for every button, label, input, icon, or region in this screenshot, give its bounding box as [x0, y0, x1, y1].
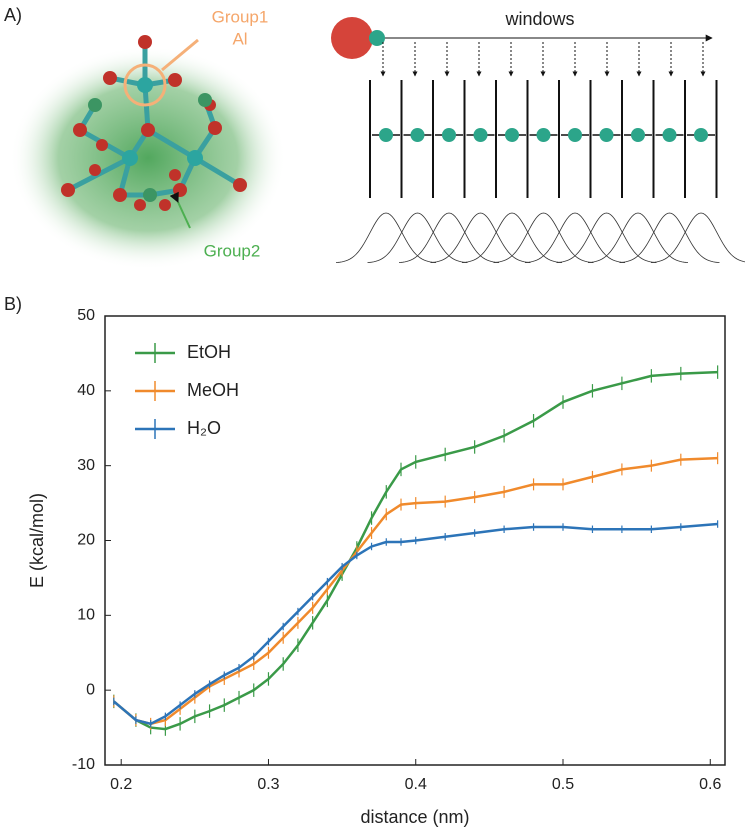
group2-label: Group2 — [204, 241, 261, 260]
y-tick-label: 50 — [77, 307, 95, 324]
gaussian — [430, 212, 531, 264]
y-tick-label: 10 — [77, 607, 95, 624]
y-tick-label: -10 — [72, 756, 95, 773]
gaussian — [524, 212, 626, 264]
y-tick-label: 40 — [77, 382, 95, 399]
gaussian — [461, 212, 563, 264]
plot: -10 0 10 20 30 40 50 0.2 0.3 0.4 0.5 0.6 distance (n… — [27, 307, 726, 827]
gaussian — [619, 212, 720, 264]
molecule — [10, 35, 286, 270]
x-axis-label: distance (nm) — [360, 807, 469, 827]
gaussian — [587, 212, 689, 264]
window-dot — [694, 128, 708, 142]
y-tick-label: 30 — [77, 457, 95, 474]
window-dot — [568, 128, 582, 142]
legend-label: MeOH — [187, 380, 239, 400]
group1-label: Group1 — [212, 7, 269, 26]
panel-label: A) — [4, 5, 22, 25]
window-dot — [599, 128, 614, 142]
y-tick-label: 0 — [86, 681, 95, 698]
windows-schematic — [331, 17, 745, 264]
gaussian — [493, 212, 594, 264]
gaussian — [556, 212, 657, 264]
window-dot — [410, 128, 425, 142]
windows-label: windows — [504, 9, 574, 29]
series-line — [113, 522, 718, 726]
window-dot — [662, 128, 677, 142]
x-tick-label: 0.6 — [699, 776, 721, 793]
window-dot — [505, 128, 519, 142]
gaussian — [367, 212, 468, 264]
gaussian — [650, 212, 745, 264]
y-axis-label: E (kcal/mol) — [27, 493, 47, 588]
legend-label: EtOH — [187, 342, 231, 362]
x-tick-label: 0.3 — [257, 776, 279, 793]
legend-label: H₂O — [187, 418, 221, 438]
gaussian — [335, 212, 437, 264]
y-tick-label: 20 — [77, 532, 95, 549]
x-tick-label: 0.5 — [552, 776, 574, 793]
window-dot — [536, 128, 551, 142]
gaussian — [398, 212, 500, 264]
group1-atom: Al — [232, 29, 247, 48]
panel-label: B) — [4, 294, 22, 314]
window-dot — [473, 128, 488, 142]
window-dot — [442, 128, 456, 142]
window-dot — [631, 128, 645, 142]
window-dot — [379, 128, 393, 142]
x-tick-label: 0.2 — [110, 776, 132, 793]
x-tick-label: 0.4 — [405, 776, 427, 793]
